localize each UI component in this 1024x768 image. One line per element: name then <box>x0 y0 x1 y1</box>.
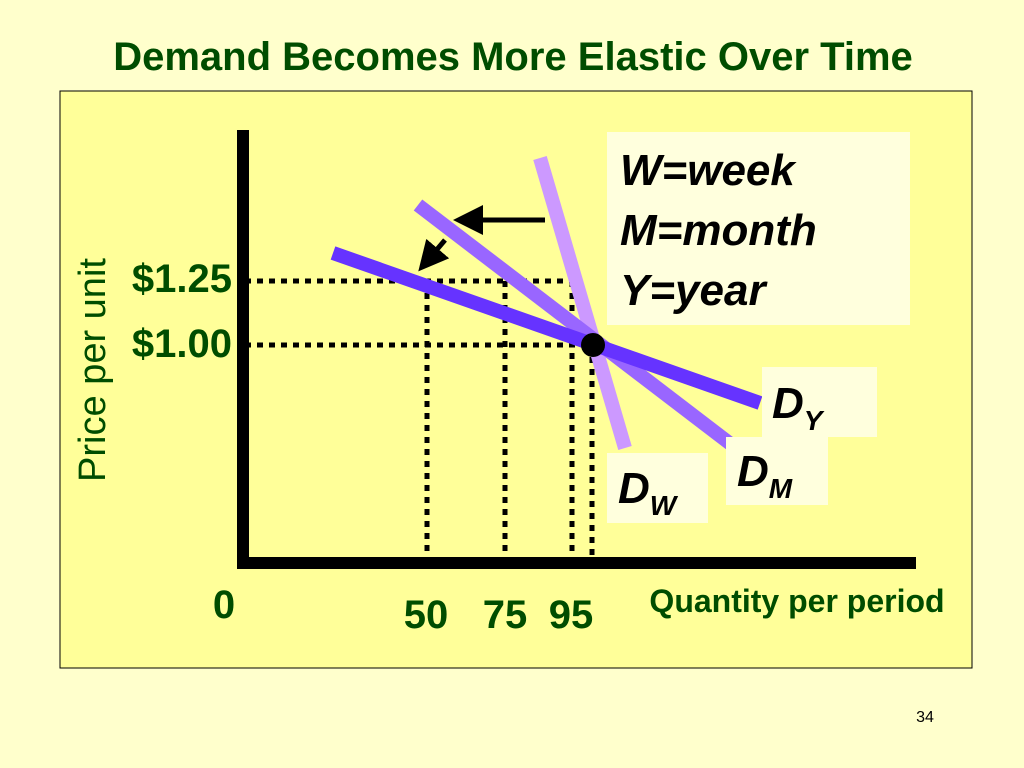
curve-subscript: W <box>650 490 679 521</box>
y-tick-label: $1.00 <box>132 322 232 366</box>
label-box <box>726 437 828 505</box>
page-number: 34 <box>916 709 934 726</box>
curve-letter: D <box>772 379 804 428</box>
x-tick-label: 50 <box>404 593 449 637</box>
curve-subscript: M <box>769 473 793 504</box>
curve-letter: D <box>618 464 650 513</box>
x-tick-label: 75 <box>483 593 528 637</box>
legend-box <box>607 132 910 325</box>
origin-label: 0 <box>213 583 235 627</box>
x-axis-label: Quantity per period <box>649 583 944 619</box>
demand-week <box>533 156 632 450</box>
shift-arrow <box>418 238 450 272</box>
curve-label: DW <box>618 464 679 521</box>
label-box <box>607 453 708 523</box>
guides <box>245 278 595 560</box>
x-tick-label: 95 <box>549 593 594 637</box>
label-box <box>762 367 877 437</box>
y-tick-label: $1.25 <box>132 257 232 301</box>
legend-entry: M=month <box>620 206 817 255</box>
demand-year <box>330 246 763 410</box>
curve-label: DY <box>772 379 825 436</box>
y-axis-label: Price per unit <box>72 258 114 482</box>
demand-month <box>413 199 750 461</box>
equilibrium-point <box>581 333 605 357</box>
title: Demand Becomes More Elastic Over Time <box>113 35 913 79</box>
curve-letter: D <box>737 447 769 496</box>
legend-entry: W=week <box>620 146 797 195</box>
legend-entry: Y=year <box>620 266 768 315</box>
curve-subscript: Y <box>804 405 825 436</box>
curve-label: DM <box>737 447 793 504</box>
